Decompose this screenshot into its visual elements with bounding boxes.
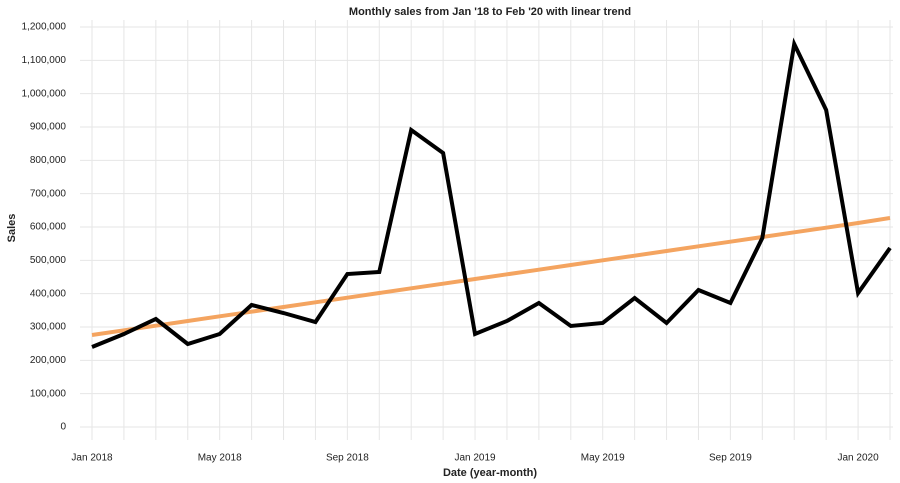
chart-title: Monthly sales from Jan '18 to Feb '20 wi… [349,6,631,18]
x-tick-label: Jan 2020 [838,453,880,464]
y-tick-label: 500,000 [30,255,67,266]
x-tick-label: Jan 2019 [454,453,496,464]
sales-line [91,37,892,349]
y-tick-label: 100,000 [30,388,67,399]
y-tick-label: 900,000 [30,122,67,133]
trend-line [91,216,891,337]
x-tick-label: Jan 2018 [71,453,113,464]
y-tick-label: 600,000 [30,222,67,233]
x-tick-label: Sep 2018 [326,453,369,464]
y-axis-label: Sales [6,214,18,243]
y-tick-label: 400,000 [30,288,67,299]
x-tick-label: May 2019 [581,453,625,464]
y-tick-label: 1,200,000 [22,22,67,33]
y-tick-label: 700,000 [30,188,67,199]
y-tick-label: 1,100,000 [22,55,67,66]
y-tick-label: 0 [60,422,66,433]
x-tick-label: Sep 2019 [709,453,752,464]
y-tick-label: 1,000,000 [22,88,67,99]
x-axis-label: Date (year-month) [443,467,537,479]
x-tick-label: May 2018 [198,453,242,464]
y-tick-label: 300,000 [30,322,67,333]
y-tick-label: 200,000 [30,355,67,366]
y-tick-label: 800,000 [30,155,67,166]
